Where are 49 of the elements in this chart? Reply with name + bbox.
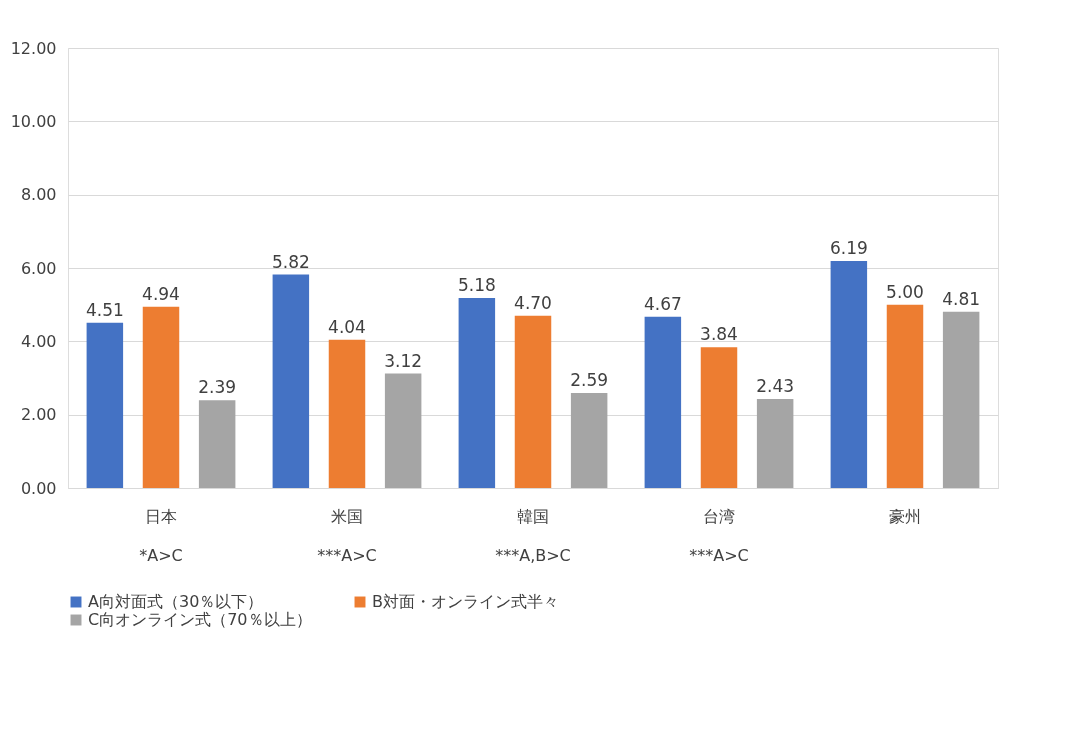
data-label: 2.43 xyxy=(756,375,795,396)
text: *A>C xyxy=(139,546,183,565)
legend-label: C向オンライン式（70％以上） xyxy=(88,610,312,629)
bar xyxy=(942,311,980,488)
data-label: 4.67 xyxy=(643,293,682,314)
bar xyxy=(700,347,738,488)
bar xyxy=(328,339,366,488)
y-tick-label: 6.00 xyxy=(20,258,57,278)
data-label: 4.70 xyxy=(514,292,552,313)
data-label: 4.51 xyxy=(85,299,124,320)
bar xyxy=(514,315,552,488)
bar xyxy=(756,398,794,488)
y-tick-label: 12.00 xyxy=(10,38,57,58)
x-tick-label: 韓国 xyxy=(517,506,549,526)
data-label: 2.59 xyxy=(570,370,609,391)
data-label: 5.00 xyxy=(886,281,924,302)
bar xyxy=(142,306,180,488)
data-label: 4.94 xyxy=(142,283,180,304)
bar xyxy=(570,393,608,488)
data-label: 5.82 xyxy=(271,251,310,272)
y-tick-label: 10.00 xyxy=(10,111,57,131)
bar xyxy=(198,400,236,488)
bar xyxy=(644,316,682,488)
bar xyxy=(384,373,422,488)
bar xyxy=(458,298,496,488)
y-tick-label: 4.00 xyxy=(20,331,57,351)
legend-label: A向対面式（30％以下） xyxy=(88,592,264,611)
y-tick-label: 8.00 xyxy=(20,185,57,205)
y-tick-label: 2.00 xyxy=(20,405,57,425)
bar xyxy=(86,322,124,488)
text: ***A,B>C xyxy=(495,546,571,565)
text: ***A>C xyxy=(689,546,749,565)
data-label: 6.19 xyxy=(829,238,868,259)
y-tick-label: 0.00 xyxy=(20,478,57,498)
bar xyxy=(886,304,924,488)
data-label: 3.12 xyxy=(384,350,423,371)
data-label: 3.84 xyxy=(700,324,738,345)
text: ***A>C xyxy=(317,546,377,565)
x-tick-label: 豪州 xyxy=(889,506,921,526)
x-tick-label: 日本 xyxy=(145,506,177,526)
bar xyxy=(272,274,310,488)
x-tick-label: 台湾 xyxy=(703,506,735,526)
legend-label: B対面・オンライン式半々 xyxy=(372,592,559,611)
data-label: 2.39 xyxy=(198,377,237,398)
data-label: 4.04 xyxy=(328,316,366,337)
data-label: 4.81 xyxy=(942,288,981,309)
x-tick-label: 米国 xyxy=(331,506,363,526)
data-label: 5.18 xyxy=(457,275,496,296)
bar xyxy=(830,261,868,488)
